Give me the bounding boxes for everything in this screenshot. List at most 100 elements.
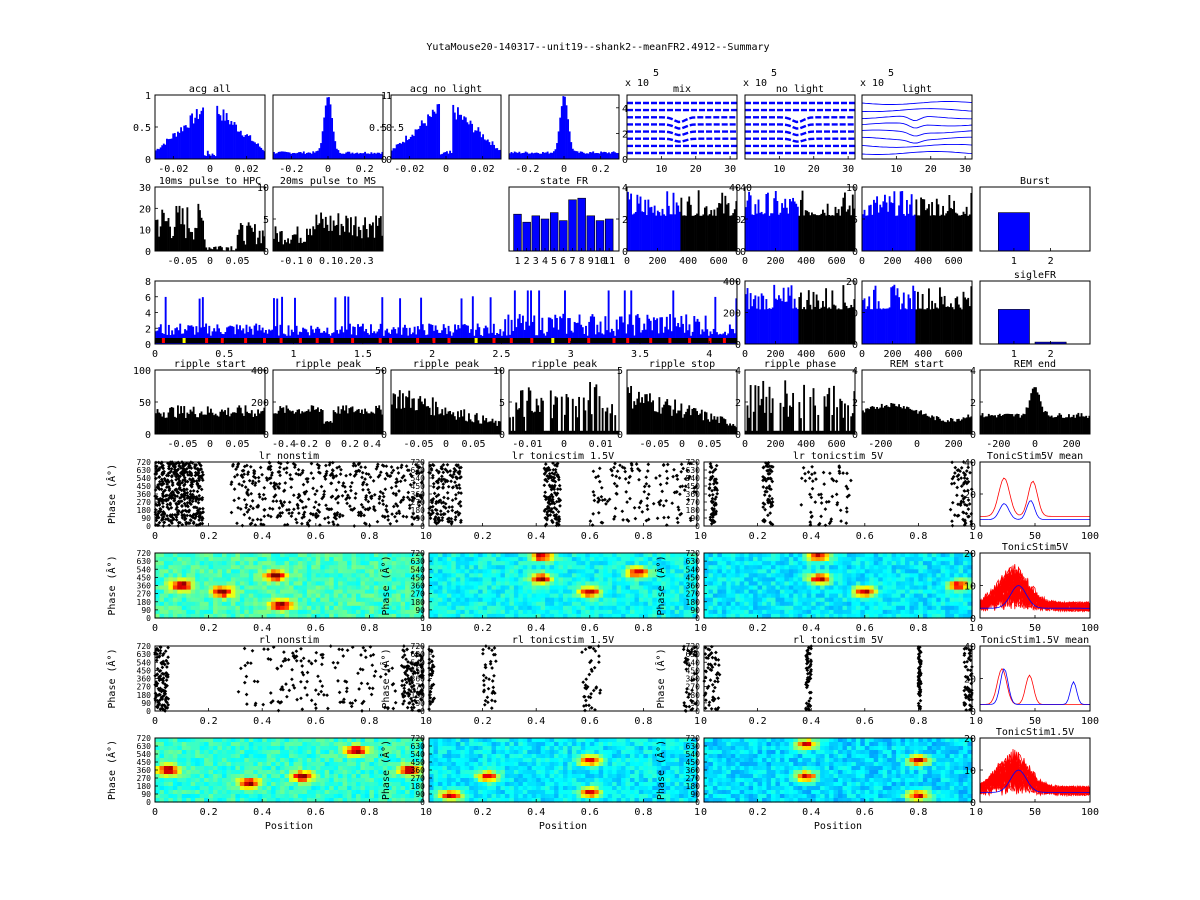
bar [756,308,758,344]
bar [617,153,620,159]
bar [559,117,562,159]
bar [258,324,261,344]
heatmap-cell [351,593,357,599]
bar [921,199,924,251]
bar [913,290,916,344]
bar [206,150,209,159]
spike-point [170,483,175,487]
heatmap-cell [204,565,210,570]
session_fr-xtick-label: 3 [568,349,574,360]
heatmap-cell [338,581,344,587]
bar [273,413,275,434]
acg_all_zoom-xtick-label: -0.2 [279,164,303,175]
session_fr-xtick-label: 1 [291,349,297,360]
heatmap-cell [168,573,174,578]
lr_tonic_15-frame [428,461,698,527]
bar [235,412,238,434]
bar [847,308,850,344]
heatmap-cell [369,597,375,603]
heatmap-cell [311,557,317,562]
spike-point [591,512,596,516]
bar [653,205,656,251]
spike-point [259,518,263,522]
bar [549,317,552,344]
heatmap-cell [168,593,174,599]
heatmap-cell [437,589,443,595]
rem_end-ytick-label: 2 [970,398,976,409]
bar [901,408,904,434]
bar [946,306,949,344]
heatmap-cell [455,581,461,587]
spike-point [676,520,680,525]
bar [233,122,236,159]
bar [299,151,302,159]
spike-point [366,499,371,504]
bar [405,396,408,434]
spike-point [401,514,406,519]
bar [806,430,809,434]
bar [177,405,179,434]
bar [663,404,666,434]
spike-point [309,471,314,475]
bar [689,415,692,434]
state_fr-ytick-label: 2 [622,215,628,226]
bar [391,329,393,344]
bar [479,131,481,159]
bar [350,407,352,434]
bar [806,210,809,251]
lr_nonstim_map-xtick-label: 0.6 [307,623,325,634]
heatmap-cell [208,597,214,603]
heatmap-cell [204,589,210,595]
heatmap-cell [217,585,223,591]
heatmap-cell [230,561,236,566]
bar [460,298,463,344]
bar [666,191,669,251]
spike-point [270,507,275,511]
bar [284,412,286,434]
bar [748,191,751,251]
heatmap-cell [186,569,192,574]
heatmap-cell [373,585,379,591]
bar [191,232,194,251]
spike-point [157,475,162,480]
spike-point [277,506,282,510]
bar [850,304,853,344]
bar [480,137,483,159]
heatmap-cell [226,565,232,570]
spike-point [244,502,249,507]
bar [822,301,824,344]
heatmap-cell [356,597,362,603]
bar [391,150,393,159]
bar [379,323,382,344]
bar [538,411,541,434]
lr_nonstim-xtick-label: 0 [152,531,158,542]
bar [219,115,222,159]
bar [189,115,192,159]
heatmap-cell [222,585,228,591]
bar [682,215,684,251]
bar [945,213,948,251]
heatmap-cell [302,593,308,599]
heatmap-cell [195,601,201,607]
bar [156,148,159,159]
heatmap-cell [324,601,330,607]
spike-point [288,473,293,477]
bar [472,422,475,434]
bar [844,192,846,251]
heatmap-cell [155,561,161,566]
bar [959,215,962,251]
heatmap-cell [433,569,439,574]
bar [367,237,370,251]
ripple_phase-ytick-label: 4 [735,366,741,377]
heatmap-cell [351,581,357,587]
bar [918,308,921,344]
spike-point [966,507,971,511]
bar [560,396,563,434]
bar [644,394,647,434]
bar [1009,414,1012,434]
bar [213,246,216,251]
heatmap-cell [257,605,263,611]
bar [177,330,180,344]
heatmap-cell [293,577,299,583]
